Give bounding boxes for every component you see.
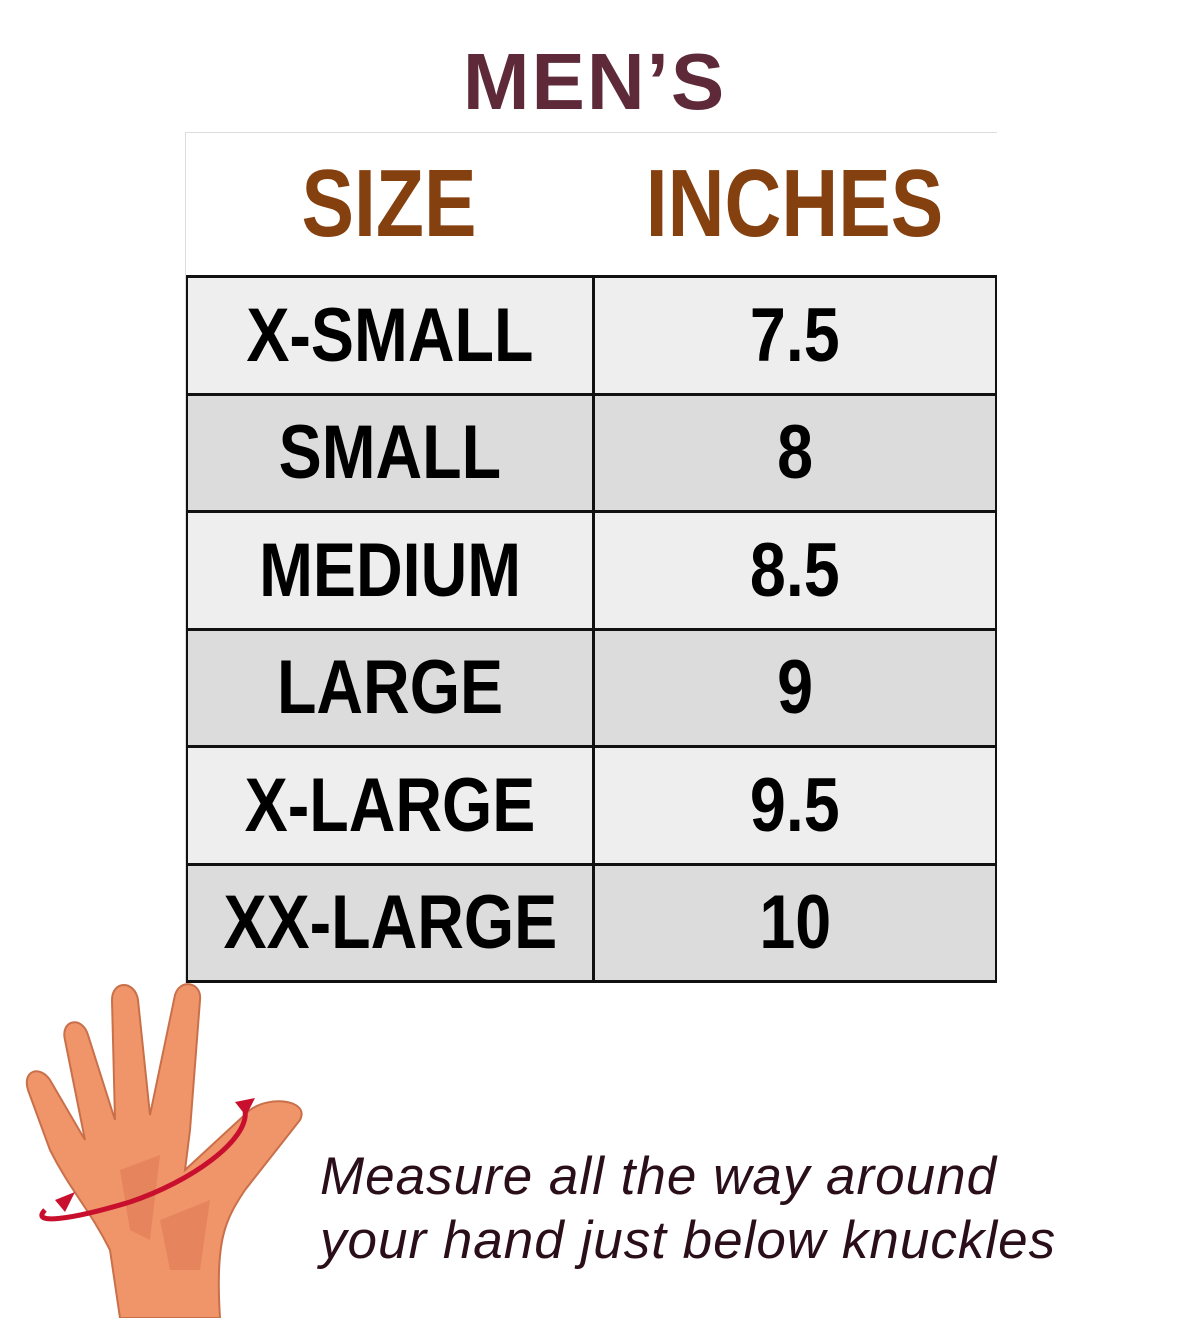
note-line-2: your hand just below knuckles — [320, 1211, 1057, 1270]
inches-value: 8 — [777, 410, 813, 496]
table-header: SIZE INCHES — [186, 133, 997, 278]
header-inches: INCHES — [645, 150, 944, 257]
measure-instructions: Measure all the way around your hand jus… — [320, 1145, 1056, 1273]
inches-value: 10 — [759, 880, 831, 966]
table-row: XX-LARGE 10 — [186, 865, 997, 983]
table-row: X-SMALL 7.5 — [186, 278, 997, 396]
inches-cell: 8 — [595, 396, 995, 511]
table-row: SMALL 8 — [186, 395, 997, 513]
size-cell: XX-LARGE — [188, 865, 595, 980]
size-label: XX-LARGE — [223, 880, 557, 966]
size-label: LARGE — [276, 645, 504, 731]
size-cell: LARGE — [188, 630, 595, 745]
size-label: MEDIUM — [259, 527, 521, 613]
inches-value: 9.5 — [750, 762, 840, 848]
size-label: X-SMALL — [246, 292, 534, 378]
size-cell: X-SMALL — [188, 278, 595, 393]
size-cell: SMALL — [188, 395, 595, 510]
table-row: LARGE 9 — [186, 630, 997, 748]
note-line-1: Measure all the way around — [320, 1147, 998, 1206]
inches-value: 9 — [777, 645, 813, 731]
size-cell: X-LARGE — [188, 748, 595, 863]
inches-value: 7.5 — [750, 292, 840, 378]
page-title: MEN’S — [462, 37, 727, 126]
size-label: SMALL — [278, 410, 502, 496]
size-table: SIZE INCHES X-SMALL 7.5 SMALL 8 MEDIUM 8.5 LAR… — [185, 132, 997, 983]
inches-cell: 9 — [595, 631, 995, 746]
size-cell: MEDIUM — [188, 513, 595, 628]
inches-cell: 8.5 — [595, 513, 995, 628]
table-row: X-LARGE 9.5 — [186, 748, 997, 866]
hand-measure-icon — [25, 983, 303, 1318]
inches-cell: 9.5 — [595, 748, 995, 863]
header-size: SIZE — [301, 150, 477, 257]
inches-cell: 10 — [595, 866, 995, 981]
inches-cell: 7.5 — [595, 278, 995, 393]
table-row: MEDIUM 8.5 — [186, 513, 997, 631]
inches-value: 8.5 — [750, 527, 840, 613]
size-label: X-LARGE — [244, 762, 536, 848]
